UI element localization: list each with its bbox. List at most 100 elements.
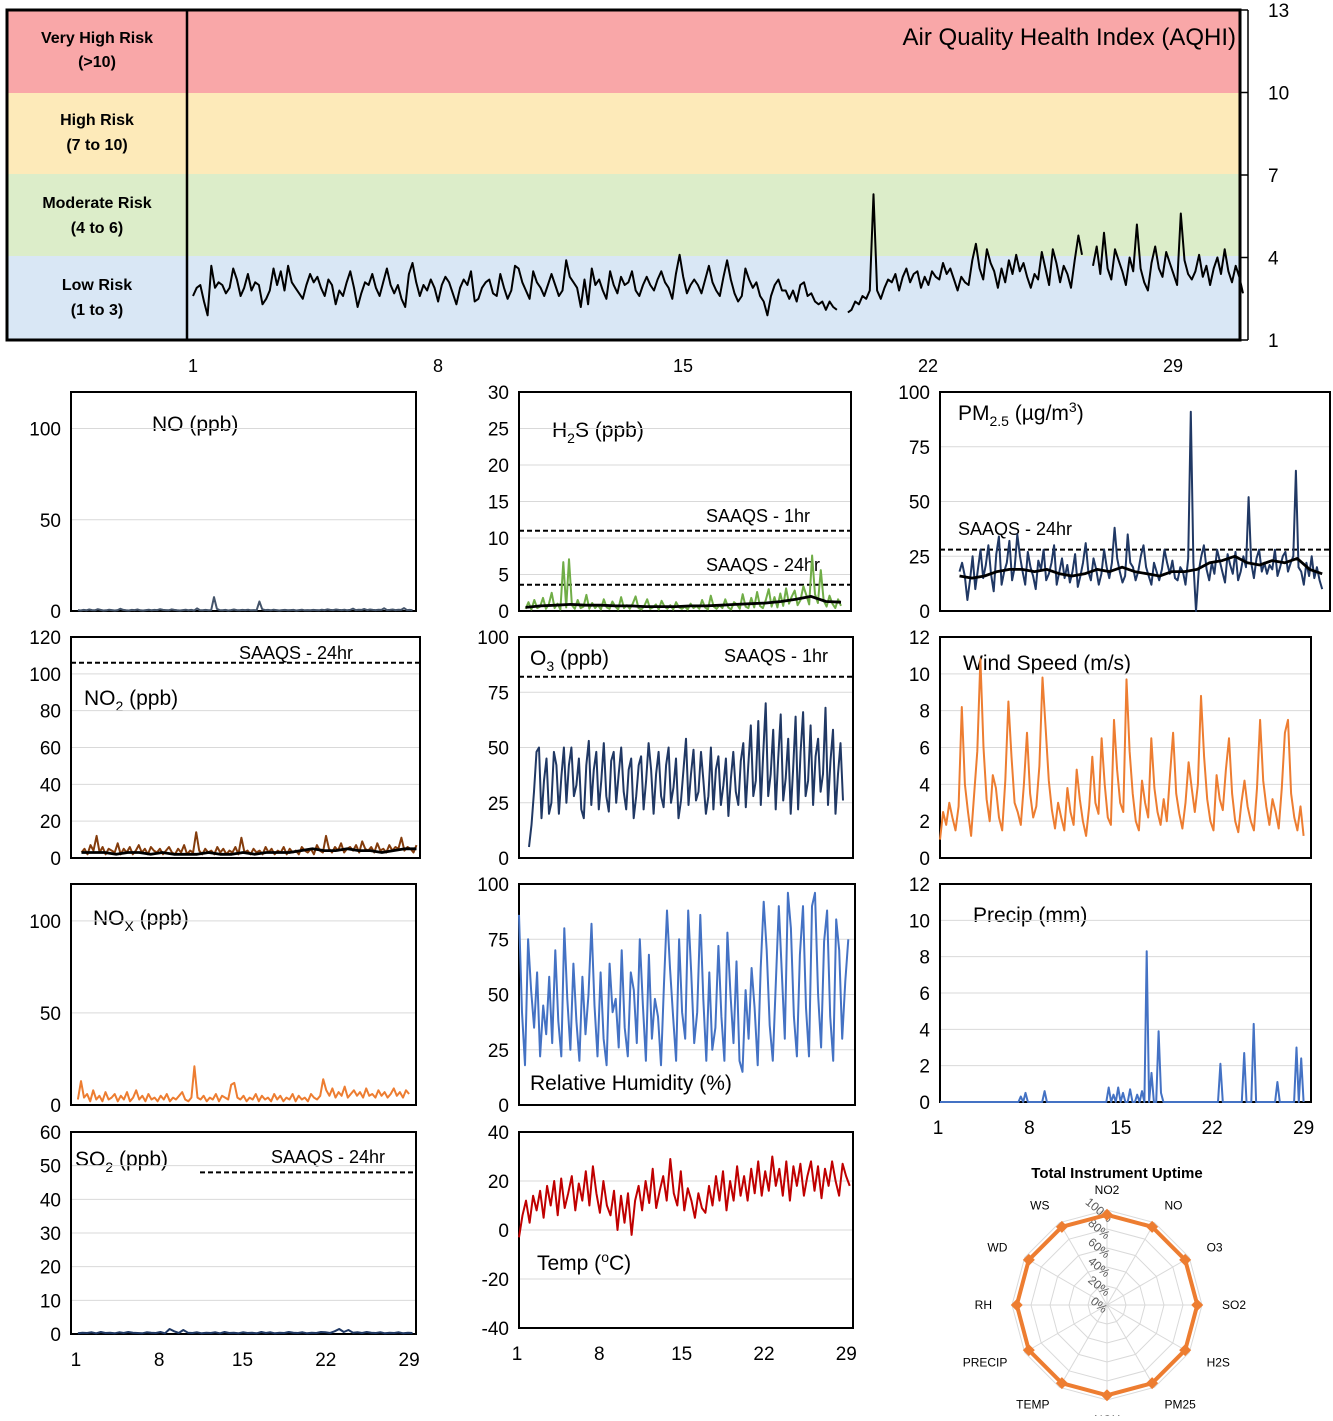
- aqhi-band: [7, 10, 1240, 93]
- nox-title-main: NO: [93, 907, 125, 930]
- so2-series-line: [77, 1328, 413, 1335]
- ws-y-tick-label: 12: [909, 628, 930, 649]
- uptime-radar-marker: [1022, 1253, 1035, 1266]
- no2-y-tick-label: 100: [29, 665, 61, 686]
- h2s-y-tick-label: 20: [488, 456, 509, 477]
- rh-panel: Relative Humidity (%): [530, 1072, 732, 1095]
- so2-y-tick-label: 20: [40, 1258, 61, 1279]
- uptime-radar-category-label: H2S: [1207, 1356, 1230, 1370]
- uptime-radar-spoke: [1106, 1222, 1155, 1306]
- uptime-radar-marker: [1191, 1299, 1204, 1311]
- pm25-y-tick-label: 50: [909, 493, 930, 514]
- h2s-title-main: H: [552, 419, 567, 442]
- ws-y-tick-label: 10: [909, 665, 930, 686]
- ws-title: Wind Speed (m/s): [963, 652, 1131, 675]
- so2-x-tick-label: 29: [399, 1350, 420, 1371]
- pm25-title-sub: 2.5: [990, 413, 1010, 429]
- pm25-panel: PM2.5 (µg/m3) SAAQS - 24hr: [958, 399, 1084, 539]
- temp-title-main: Temp (: [537, 1252, 601, 1275]
- aqhi-x-axis: 1 8 15 22 29: [188, 356, 1183, 376]
- aqhi-band-label-line1: Very High Risk: [41, 30, 153, 47]
- o3-y-tick-label: 25: [488, 794, 509, 815]
- nox-plot-frame: [70, 883, 417, 1106]
- no2-ref1-label: SAAQS - 24hr: [239, 643, 353, 663]
- pm25-title-main: PM: [958, 402, 990, 425]
- pm25-ref1-label: SAAQS - 24hr: [958, 519, 1072, 539]
- aqhi-band-label-line2: (1 to 3): [71, 302, 123, 319]
- uptime-radar-category-label: NO2: [1095, 1183, 1120, 1197]
- uptime-radar-category-label: TEMP: [1016, 1398, 1049, 1412]
- uptime-radar-category-label: PRECIP: [963, 1356, 1008, 1370]
- so2-x-tick-label: 22: [315, 1350, 336, 1371]
- aqhi-band-label-line1: Moderate Risk: [42, 195, 151, 212]
- aqhi-band-label-2: Moderate Risk (4 to 6): [42, 195, 151, 237]
- h2s-y-tick-label: 15: [488, 493, 509, 514]
- aqhi-y-axis: 13 10 7 4 1: [1240, 1, 1289, 352]
- aqhi-x-tick-label: 8: [433, 356, 443, 376]
- pm25-y-tick-label: 75: [909, 438, 930, 459]
- aqhi-band: [7, 256, 1240, 340]
- so2-ref1-label: SAAQS - 24hr: [271, 1147, 385, 1167]
- precip-y-tick-label: 12: [909, 875, 930, 896]
- o3-title-sub: 3: [546, 658, 554, 674]
- uptime-radar-marker: [1101, 1208, 1113, 1221]
- uptime-radar-marker: [1146, 1220, 1159, 1233]
- h2s-plot-frame: [518, 391, 852, 612]
- so2-title-main: SO: [75, 1148, 105, 1171]
- aqhi-band: [7, 174, 1240, 256]
- rh-y-tick-label: 50: [488, 986, 509, 1007]
- rh-y-tick-label: 100: [477, 875, 509, 896]
- uptime-radar-marker: [1022, 1344, 1035, 1357]
- pm25-plot-frame: [939, 391, 1331, 612]
- rh-plot-frame: [518, 883, 856, 1106]
- rh-y-tick-label: 25: [488, 1041, 509, 1062]
- so2-x-tick-label: 1: [71, 1350, 82, 1371]
- no2-chart: 0 20 40 60 80 100 120: [29, 628, 421, 870]
- so2-chart: 0 10 20 30 40 50 60 1 8 15 22 29: [40, 1123, 420, 1371]
- no2-y-tick-label: 120: [29, 628, 61, 649]
- uptime-radar-marker: [1010, 1299, 1023, 1311]
- precip-x-tick-label: 22: [1202, 1118, 1223, 1139]
- nox-panel: NOX (ppb): [93, 907, 189, 934]
- aqhi-y-tick-label: 7: [1268, 166, 1279, 187]
- so2-y-tick-label: 40: [40, 1190, 61, 1211]
- nox-title-sub: X: [125, 918, 135, 934]
- aqhi-band-label-3: Low Risk (1 to 3): [62, 277, 132, 319]
- no-plot-frame: [70, 391, 417, 612]
- no2-y-tick-label: 60: [40, 739, 61, 760]
- aqhi-x-tick-label: 22: [918, 356, 938, 376]
- no2-title-rest: (ppb): [123, 687, 178, 710]
- precip-x-tick-label: 15: [1110, 1118, 1131, 1139]
- temp-x-tick-label: 22: [753, 1344, 774, 1365]
- small-charts: 0501000510152025300255075100020406080100…: [29, 383, 1331, 1371]
- aqhi-series-line: [847, 193, 1083, 314]
- uptime-radar-category-label: NO: [1165, 1198, 1183, 1212]
- no-y-tick-label: 0: [50, 602, 61, 623]
- h2s-title-sub: 2: [567, 430, 575, 446]
- so2-title-rest: (ppb): [113, 1148, 168, 1171]
- temp-plot-frame: [518, 1131, 854, 1329]
- no2-title-main: NO: [84, 687, 116, 710]
- aqhi-x-tick-label: 29: [1163, 356, 1183, 376]
- no-panel: NO (ppb): [152, 413, 238, 436]
- so2-x-tick-label: 8: [154, 1350, 165, 1371]
- aqhi-band-label-line2: (4 to 6): [71, 220, 123, 237]
- h2s-y-tick-label: 25: [488, 420, 509, 441]
- uptime-radar-spoke: [1024, 1304, 1108, 1353]
- precip-y-tick-label: 2: [919, 1057, 930, 1078]
- ws-plot-frame: [939, 636, 1312, 859]
- rh-title: Relative Humidity (%): [530, 1072, 732, 1095]
- pm25-y-tick-label: 0: [919, 602, 930, 623]
- pm25-chart: 0 25 50 75 100: [898, 383, 1331, 623]
- uptime-radar-spoke: [1106, 1304, 1190, 1353]
- temp-x-tick-label: 29: [836, 1344, 857, 1365]
- uptime-radar-marker: [1055, 1220, 1068, 1233]
- nox-title: NOX (ppb): [93, 907, 189, 934]
- temp-y-tick-label: 40: [488, 1123, 509, 1144]
- aqhi-chart: Air Quality Health Index (AQHI) Very Hig…: [5, 1, 1289, 376]
- so2-y-tick-label: 10: [40, 1291, 61, 1312]
- temp-title-rest: C): [609, 1252, 631, 1275]
- o3-y-tick-label: 0: [498, 849, 509, 870]
- so2-y-tick-label: 50: [40, 1157, 61, 1178]
